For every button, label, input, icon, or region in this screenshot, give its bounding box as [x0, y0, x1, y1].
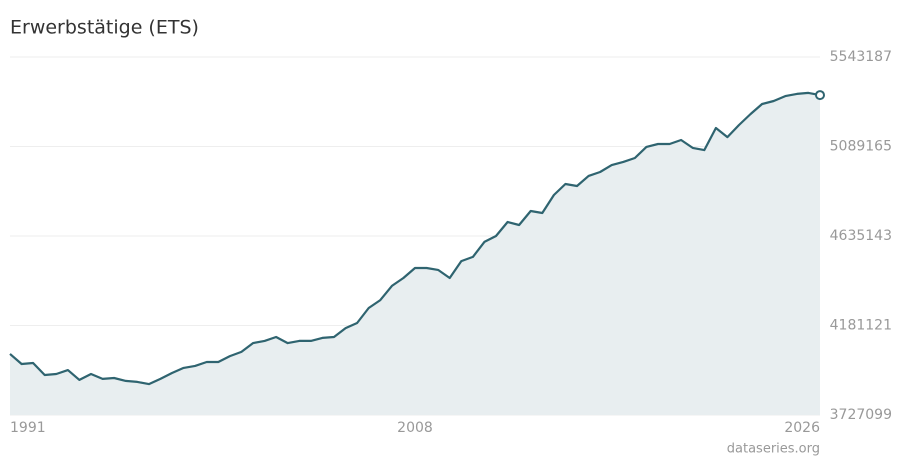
area: [10, 92, 820, 416]
y-tick-label: 5089165: [830, 139, 892, 155]
x-tick-label: 2026: [784, 420, 820, 436]
y-tick-label: 4181121: [830, 318, 892, 334]
line: [9, 91, 821, 386]
y-tick-label: 3727099: [830, 407, 892, 423]
end-marker: [815, 90, 825, 101]
y-tick-label: 4635143: [830, 228, 892, 244]
source: dataseries.org: [727, 442, 820, 457]
x-tick-label: 1991: [10, 420, 46, 436]
x-tick-label: 2008: [397, 420, 433, 436]
y-tick-label: 5543187: [830, 49, 892, 65]
chart-title: Erwerbstätige (ETS): [10, 17, 199, 39]
